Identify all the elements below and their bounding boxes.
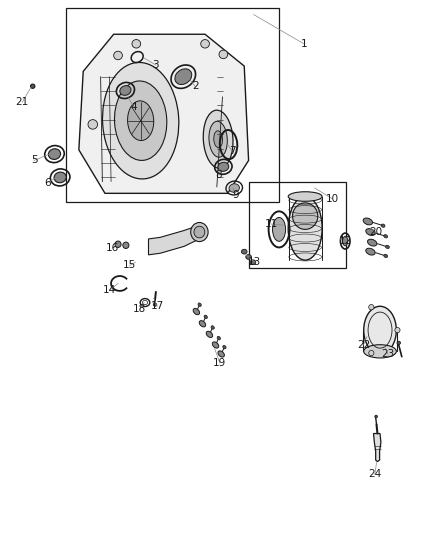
Ellipse shape [102, 62, 179, 179]
Text: 9: 9 [232, 190, 239, 200]
Ellipse shape [217, 336, 220, 340]
Ellipse shape [212, 342, 219, 348]
Ellipse shape [384, 235, 388, 238]
Ellipse shape [193, 309, 200, 314]
Ellipse shape [385, 245, 389, 248]
Ellipse shape [366, 229, 375, 236]
Ellipse shape [218, 351, 224, 357]
Ellipse shape [153, 303, 157, 306]
Ellipse shape [288, 197, 322, 260]
Ellipse shape [88, 119, 98, 129]
Ellipse shape [201, 39, 209, 48]
Ellipse shape [54, 172, 66, 183]
Ellipse shape [384, 254, 388, 257]
Ellipse shape [209, 122, 227, 157]
Ellipse shape [203, 110, 233, 168]
Polygon shape [374, 433, 381, 462]
Text: 21: 21 [16, 97, 29, 107]
Text: 20: 20 [369, 227, 382, 237]
Text: 23: 23 [381, 349, 395, 359]
Ellipse shape [211, 326, 214, 329]
Text: 11: 11 [265, 219, 278, 229]
Text: 15: 15 [123, 261, 136, 270]
Ellipse shape [120, 86, 131, 95]
Ellipse shape [397, 341, 400, 344]
Ellipse shape [206, 331, 212, 337]
Ellipse shape [366, 248, 375, 255]
Ellipse shape [369, 304, 374, 310]
Ellipse shape [293, 203, 318, 229]
Ellipse shape [204, 315, 207, 319]
Ellipse shape [31, 84, 35, 88]
Text: 19: 19 [213, 358, 226, 368]
Text: 12: 12 [339, 236, 352, 246]
Text: 3: 3 [152, 60, 159, 70]
Ellipse shape [364, 306, 396, 354]
Ellipse shape [218, 162, 229, 171]
Text: 17: 17 [151, 301, 164, 311]
Ellipse shape [214, 131, 223, 148]
Text: 18: 18 [133, 304, 146, 314]
Text: 5: 5 [31, 156, 37, 165]
Text: 13: 13 [248, 257, 261, 267]
Ellipse shape [49, 149, 60, 159]
Ellipse shape [199, 321, 206, 327]
Polygon shape [79, 34, 249, 193]
Ellipse shape [367, 239, 377, 246]
Ellipse shape [114, 81, 167, 160]
Text: 14: 14 [102, 285, 116, 295]
Ellipse shape [369, 350, 374, 356]
Ellipse shape [123, 242, 129, 248]
Ellipse shape [375, 415, 378, 418]
Ellipse shape [219, 50, 228, 59]
Ellipse shape [115, 241, 121, 247]
Text: 2: 2 [192, 81, 198, 91]
Text: 4: 4 [131, 102, 138, 112]
Ellipse shape [198, 303, 201, 306]
Ellipse shape [175, 69, 192, 85]
Text: 22: 22 [357, 340, 370, 350]
Ellipse shape [191, 222, 208, 241]
Ellipse shape [288, 192, 322, 201]
Ellipse shape [381, 224, 385, 228]
Ellipse shape [127, 101, 154, 141]
Ellipse shape [250, 260, 256, 265]
Text: 24: 24 [368, 470, 381, 479]
Ellipse shape [241, 249, 247, 254]
Ellipse shape [194, 226, 205, 238]
Ellipse shape [229, 184, 240, 192]
Polygon shape [148, 225, 202, 255]
Ellipse shape [395, 327, 400, 333]
Text: 6: 6 [44, 177, 50, 188]
Ellipse shape [363, 218, 373, 225]
Text: 1: 1 [300, 39, 307, 49]
Ellipse shape [223, 345, 226, 349]
Text: 10: 10 [325, 193, 339, 204]
Ellipse shape [272, 217, 286, 241]
Text: 8: 8 [215, 171, 223, 180]
Text: 16: 16 [106, 243, 119, 253]
Ellipse shape [364, 345, 396, 358]
Ellipse shape [114, 51, 122, 60]
Ellipse shape [343, 236, 348, 246]
Ellipse shape [132, 39, 141, 48]
Ellipse shape [246, 255, 251, 260]
Text: 7: 7 [229, 146, 235, 156]
